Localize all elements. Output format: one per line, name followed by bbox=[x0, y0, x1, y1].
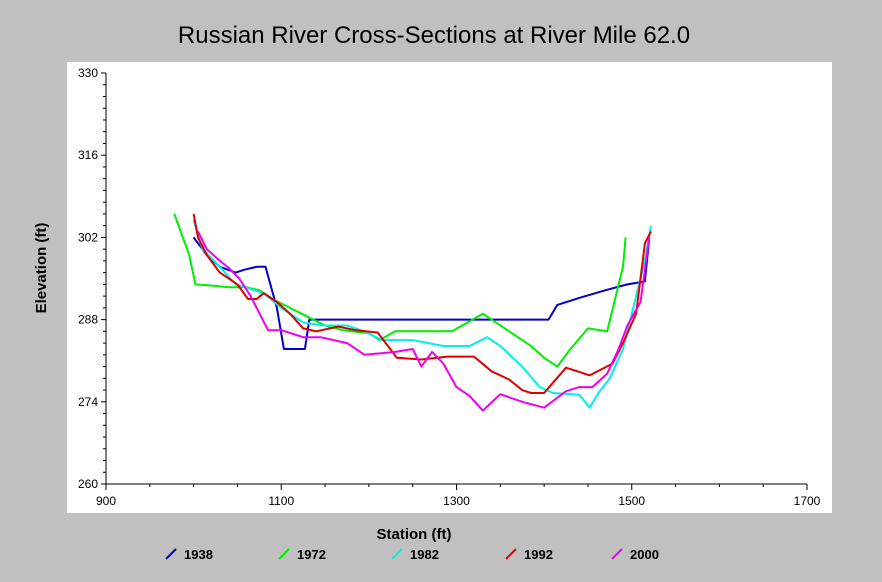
x-axis-label: Station (ft) bbox=[377, 526, 452, 543]
x-tick-label: 900 bbox=[96, 494, 116, 508]
series-line-2000 bbox=[197, 231, 651, 412]
y-tick-label: 330 bbox=[78, 66, 98, 80]
series-lines bbox=[173, 213, 652, 412]
legend-swatch-1982 bbox=[391, 548, 403, 560]
y-tick-label: 316 bbox=[78, 148, 98, 162]
x-tick-label: 1500 bbox=[618, 494, 645, 508]
series-line-1992 bbox=[192, 213, 652, 394]
legend: 1938 1972 1982 1992 2000 bbox=[165, 547, 659, 562]
chart-title: Russian River Cross-Sections at River Mi… bbox=[178, 22, 690, 49]
y-tick-label: 260 bbox=[78, 477, 98, 491]
legend-swatch-1972 bbox=[278, 548, 290, 560]
plot-area-background bbox=[67, 62, 832, 513]
x-tick-label: 1100 bbox=[268, 494, 294, 508]
legend-swatch-1992 bbox=[505, 548, 517, 560]
y-axis-label: Elevation (ft) bbox=[33, 223, 50, 314]
legend-label-1972: 1972 bbox=[297, 547, 326, 562]
legend-label-1938: 1938 bbox=[184, 547, 213, 562]
y-tick-label: 288 bbox=[78, 313, 98, 327]
y-tick-label: 302 bbox=[78, 230, 98, 244]
legend-label-1992: 1992 bbox=[524, 547, 553, 562]
legend-label-2000: 2000 bbox=[630, 547, 659, 562]
legend-swatch-1938 bbox=[165, 548, 177, 560]
y-tick-label: 274 bbox=[78, 395, 98, 409]
series-line-1972 bbox=[173, 213, 627, 368]
x-tick-label: 1700 bbox=[794, 494, 821, 508]
legend-label-1982: 1982 bbox=[410, 547, 439, 562]
axes: 260 274 288 302 316 330 900 1100 1300 1500 1700 bbox=[78, 66, 821, 508]
legend-swatch-2000 bbox=[611, 548, 623, 560]
x-tick-label: 1300 bbox=[443, 494, 470, 508]
